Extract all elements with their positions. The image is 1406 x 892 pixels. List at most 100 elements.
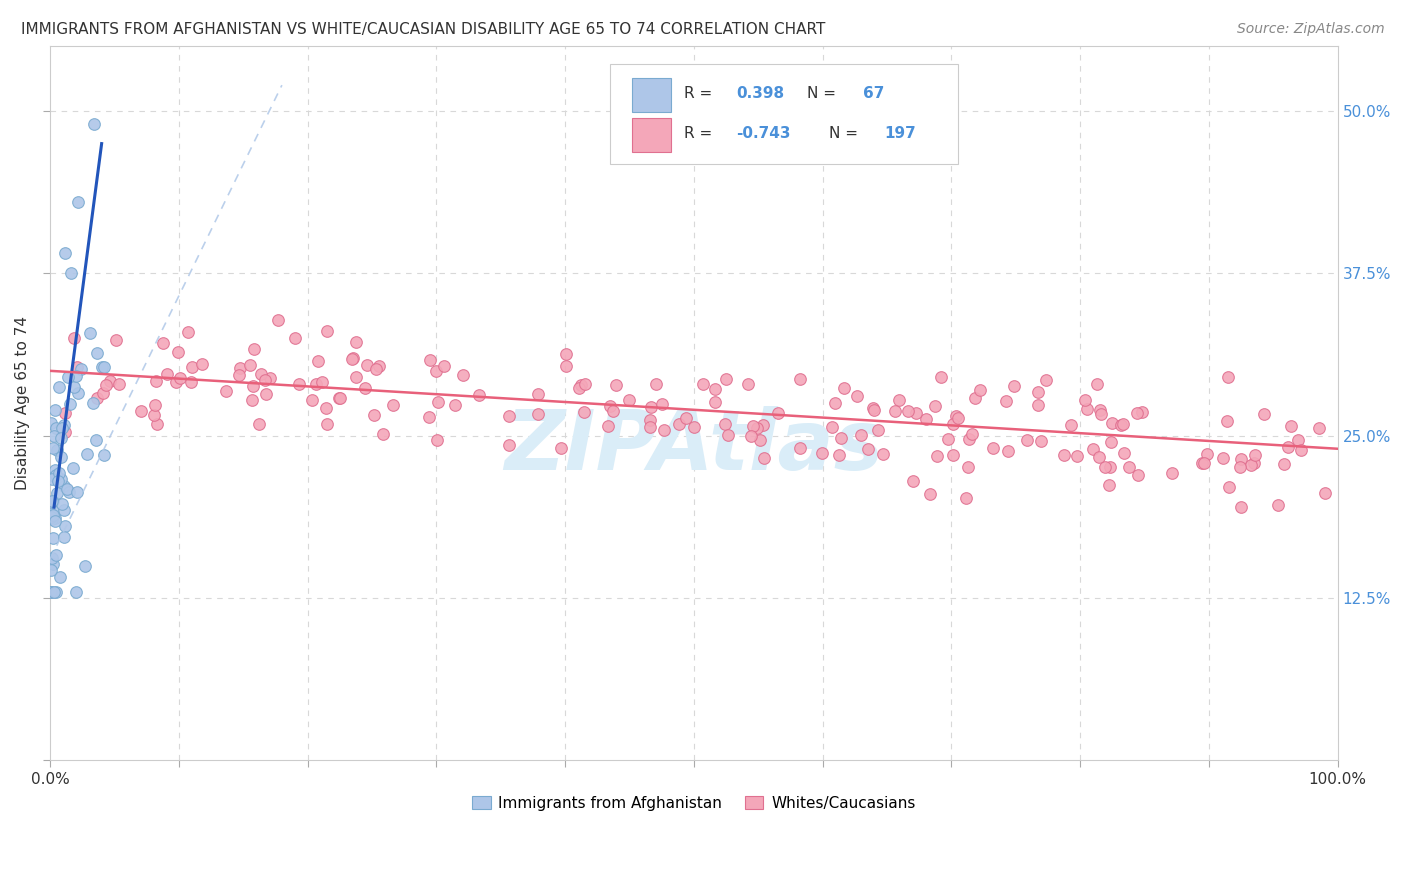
Point — [914, 411, 936, 425]
Point — [640, 401, 662, 415]
Point — [905, 405, 928, 419]
Point — [86, 392, 108, 406]
Point — [845, 389, 868, 403]
Point — [568, 381, 591, 395]
Point — [903, 474, 925, 488]
Point — [254, 387, 277, 401]
Point — [53, 418, 76, 433]
Point — [167, 345, 190, 359]
Point — [108, 376, 131, 391]
Point — [1192, 456, 1215, 470]
Point — [789, 372, 811, 386]
Point — [340, 351, 363, 366]
Point — [868, 424, 890, 438]
Point — [301, 393, 323, 408]
Point — [143, 398, 166, 412]
Point — [259, 370, 281, 384]
Point — [84, 433, 107, 447]
Point — [555, 347, 578, 361]
Point — [863, 403, 886, 417]
Point — [1243, 456, 1265, 470]
Point — [53, 425, 76, 439]
Text: 0.398: 0.398 — [737, 86, 785, 101]
Point — [598, 419, 620, 434]
Point — [242, 378, 264, 392]
Point — [93, 359, 115, 374]
Point — [42, 584, 65, 599]
Point — [156, 367, 179, 381]
Point — [981, 441, 1004, 455]
Point — [41, 563, 63, 577]
Point — [344, 369, 367, 384]
Point — [745, 420, 768, 434]
Point — [714, 371, 737, 385]
Point — [46, 442, 69, 457]
Point — [550, 441, 572, 455]
Point — [1125, 406, 1147, 420]
Point — [1098, 478, 1121, 492]
Point — [367, 359, 389, 373]
Point — [86, 345, 108, 359]
Point — [51, 420, 73, 434]
Point — [668, 417, 690, 431]
Point — [66, 485, 89, 500]
Point — [73, 559, 96, 574]
Point — [45, 467, 67, 482]
Point — [602, 404, 624, 418]
FancyBboxPatch shape — [633, 78, 671, 112]
Point — [526, 387, 548, 401]
Point — [749, 433, 772, 447]
Point — [42, 494, 65, 508]
Point — [789, 441, 811, 455]
Point — [46, 474, 69, 488]
Point — [872, 447, 894, 461]
Point — [66, 359, 89, 374]
Point — [229, 360, 252, 375]
Point — [305, 376, 328, 391]
Point — [242, 343, 264, 357]
Point — [936, 433, 959, 447]
Point — [287, 376, 309, 391]
Point — [45, 420, 67, 434]
Point — [267, 313, 290, 327]
Point — [1090, 402, 1112, 417]
Point — [737, 377, 759, 392]
Point — [1026, 398, 1049, 412]
Point — [364, 362, 387, 376]
Point — [42, 468, 65, 483]
Point — [53, 406, 76, 420]
Text: N =: N = — [830, 126, 863, 141]
Point — [426, 433, 449, 447]
Point — [498, 409, 520, 423]
Point — [644, 377, 666, 392]
Point — [740, 429, 762, 443]
Point — [91, 360, 114, 375]
Point — [41, 551, 63, 566]
Point — [49, 431, 72, 445]
Point — [59, 267, 82, 281]
Point — [42, 558, 65, 572]
Point — [98, 374, 121, 388]
Point — [363, 408, 385, 422]
Point — [1111, 417, 1133, 432]
Text: 197: 197 — [884, 126, 917, 141]
FancyBboxPatch shape — [610, 64, 957, 164]
Point — [962, 426, 984, 441]
Point — [692, 376, 714, 391]
Point — [1195, 447, 1218, 461]
Point — [1216, 414, 1239, 428]
Point — [1286, 433, 1309, 447]
Text: 67: 67 — [862, 86, 884, 101]
Point — [997, 444, 1019, 458]
Point — [605, 378, 627, 392]
Point — [65, 584, 87, 599]
Point — [342, 351, 364, 365]
Point — [48, 570, 70, 584]
Point — [929, 369, 952, 384]
Point — [65, 369, 87, 384]
Point — [811, 446, 834, 460]
Legend: Immigrants from Afghanistan, Whites/Caucasians: Immigrants from Afghanistan, Whites/Cauc… — [467, 789, 921, 817]
Point — [1109, 417, 1132, 432]
Point — [426, 395, 449, 409]
Point — [856, 442, 879, 457]
